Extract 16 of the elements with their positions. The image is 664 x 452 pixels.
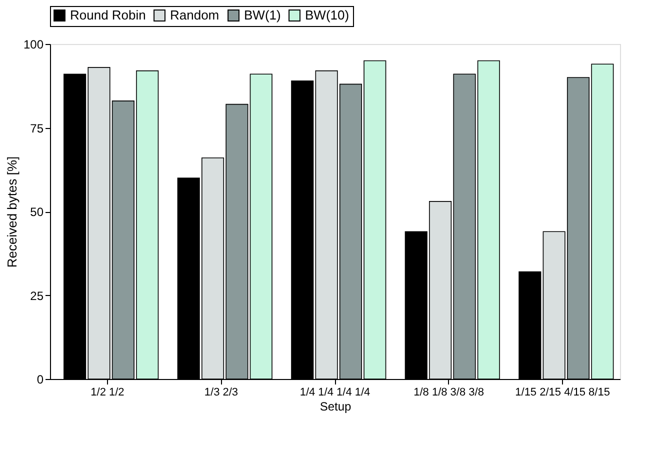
y-tick-label: 50 bbox=[30, 205, 44, 219]
legend-label: Round Robin bbox=[70, 8, 146, 23]
legend-label: BW(10) bbox=[305, 8, 350, 23]
x-tick-label: 1/2 1/2 bbox=[90, 386, 124, 398]
y-tick-label: 0 bbox=[36, 372, 44, 386]
x-tick-label: 1/3 2/3 bbox=[204, 386, 238, 398]
x-tick-label: 1/4 1/4 1/4 1/4 bbox=[300, 386, 370, 398]
legend-label: Random bbox=[170, 8, 220, 23]
legend-label: BW(1) bbox=[244, 8, 281, 23]
y-tick-label: 25 bbox=[30, 288, 44, 303]
y-tick-label: 75 bbox=[30, 121, 44, 136]
x-tick-label: 1/8 1/8 3/8 3/8 bbox=[414, 386, 484, 398]
y-tick-label: 100 bbox=[23, 38, 44, 52]
x-tick-label: 1/15 2/15 4/15 8/15 bbox=[515, 386, 610, 398]
x-axis-title: Setup bbox=[320, 400, 352, 414]
y-axis-title: Received bytes [%] bbox=[4, 156, 20, 268]
